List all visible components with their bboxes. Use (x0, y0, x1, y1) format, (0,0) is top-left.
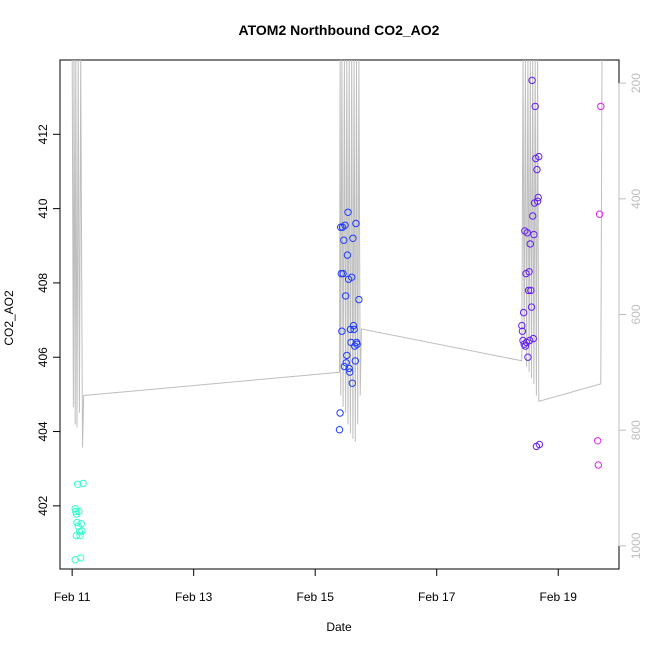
data-point (78, 527, 86, 535)
y-tick-label: 410 (36, 198, 50, 218)
y-tick-label: 408 (36, 273, 50, 293)
data-point (524, 286, 533, 295)
data-point (338, 327, 346, 335)
data-point (531, 102, 539, 111)
data-point (351, 357, 359, 365)
data-point (348, 379, 356, 387)
y2-tick-label: 200 (629, 73, 643, 93)
data-point (73, 518, 81, 527)
data-point (597, 102, 605, 111)
data-point (529, 212, 537, 220)
data-point (519, 308, 528, 317)
data-point (346, 368, 354, 376)
data-point (523, 229, 531, 237)
y2-tick-label: 800 (629, 420, 643, 440)
data-point (344, 208, 352, 217)
x-axis-label: Date (326, 620, 352, 634)
data-point (76, 531, 84, 540)
x-tick-label: Feb 19 (540, 590, 578, 604)
data-point (518, 327, 527, 335)
data-point (533, 165, 541, 174)
data-point (79, 479, 87, 488)
x-tick-label: Feb 15 (297, 590, 335, 604)
y-tick-label: 406 (36, 347, 50, 367)
reference-line-layer (71, 59, 603, 448)
data-point (524, 353, 532, 361)
data-point (525, 268, 533, 276)
data-point (73, 480, 82, 488)
data-point (75, 507, 83, 516)
data-point (520, 340, 528, 348)
data-point (336, 409, 344, 417)
x-axis: Feb 11 Feb 13 Feb 15 Feb 17 Feb 19 (54, 568, 578, 604)
x-tick-label: Feb 11 (54, 590, 91, 604)
data-point (343, 251, 352, 259)
y2-tick-label: 600 (629, 304, 643, 324)
data-point (355, 295, 363, 304)
y-axis-right: 200 400 600 800 1000 (618, 73, 643, 559)
data-point (340, 236, 348, 244)
y-axis-label: CO2_AO2 (2, 290, 16, 346)
data-point (534, 193, 542, 202)
data-point (349, 234, 357, 243)
data-point (594, 437, 602, 445)
data-point (343, 351, 351, 360)
x-tick-label: Feb 17 (418, 590, 456, 604)
data-point (595, 210, 604, 218)
data-point (339, 269, 347, 278)
data-point (352, 219, 360, 228)
y-tick-label: 412 (36, 124, 50, 144)
data-point (335, 426, 344, 434)
y2-tick-label: 400 (629, 188, 643, 208)
data-point (348, 273, 356, 281)
data-point (77, 520, 86, 528)
chart-title: ATOM2 Northbound CO2_AO2 (239, 22, 440, 38)
data-point (72, 510, 81, 518)
data-point (594, 461, 602, 469)
data-point (351, 342, 359, 350)
data-point (529, 334, 537, 343)
data-point (530, 230, 538, 239)
data-point (345, 364, 353, 373)
y-tick-label: 404 (36, 421, 50, 441)
data-point (342, 359, 350, 367)
data-point (526, 240, 534, 248)
data-point (349, 321, 358, 330)
data-point (353, 340, 361, 348)
reference-line (71, 59, 603, 448)
data-point (535, 440, 544, 449)
data-point (340, 362, 349, 371)
data-point (527, 303, 536, 311)
data-point (526, 336, 534, 345)
data-point (341, 292, 350, 300)
data-point (521, 342, 530, 350)
data-point (528, 76, 536, 85)
data-points-layer (71, 76, 605, 564)
y2-tick-label: 1000 (629, 532, 643, 559)
data-point (533, 197, 542, 205)
data-point (535, 152, 543, 161)
data-point (350, 325, 358, 334)
data-point (527, 286, 535, 295)
x-tick-label: Feb 13 (175, 590, 213, 604)
y-tick-label: 402 (36, 495, 50, 515)
data-point (341, 221, 349, 230)
data-point (71, 556, 79, 564)
data-point (518, 321, 526, 330)
data-point (72, 531, 81, 540)
y-axis-left: 402 404 406 408 410 412 (36, 124, 61, 516)
